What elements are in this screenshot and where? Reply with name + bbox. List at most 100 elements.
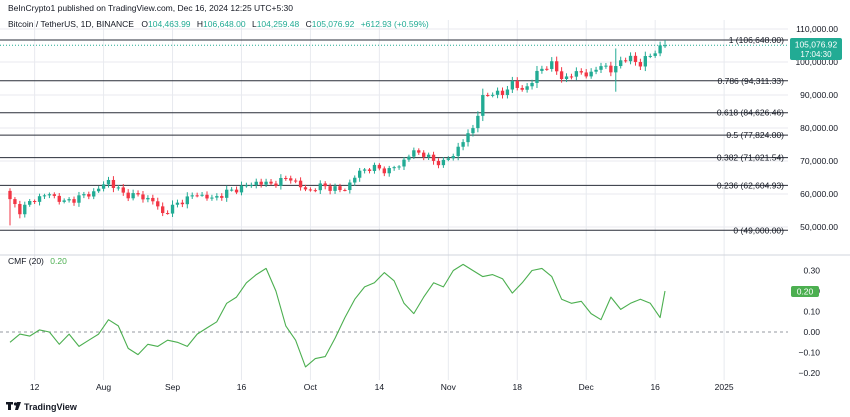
candle-body (200, 194, 204, 196)
candle-body (8, 190, 12, 200)
candle-body (569, 76, 574, 78)
candle-body (367, 169, 372, 171)
candle-body (594, 69, 598, 72)
cmf-tick-label: −0.20 (798, 368, 820, 378)
candle-body (121, 187, 125, 193)
footer-bar (0, 396, 850, 417)
candle-body (446, 158, 450, 160)
cmf-tick-label: 0.00 (803, 327, 820, 337)
candle-body (87, 194, 91, 197)
tradingview-brand[interactable]: TradingView (24, 402, 78, 412)
candle-body (412, 150, 416, 157)
candle-body (614, 66, 618, 73)
candle-body (180, 202, 185, 205)
candle-body (274, 183, 278, 186)
time-axis[interactable]: 12 Aug Sep 16 Oct 14 Nov 18 Dec 16 2025 (30, 382, 734, 392)
candle-body (476, 115, 480, 129)
candle-body (13, 199, 17, 205)
cmf-legend[interactable]: CMF (20) 0.20 (8, 256, 67, 266)
candle-body (229, 189, 234, 191)
candle-body (42, 195, 47, 197)
candle-body (308, 189, 313, 191)
candle-body (185, 196, 189, 205)
candle-body (136, 193, 140, 195)
candle-body (422, 152, 426, 157)
fib-level-label: 1 (106,648.00) (729, 35, 784, 45)
candle-body (298, 180, 303, 188)
low-label: L (252, 19, 257, 29)
candle-body (289, 178, 293, 181)
candle-body (505, 89, 510, 96)
candle-body (92, 191, 96, 197)
price-tick-label: 70,000.00 (800, 156, 838, 166)
candle-body (279, 177, 283, 186)
candle-body (441, 159, 446, 166)
candle-body (126, 192, 130, 199)
candle-body (372, 164, 377, 171)
cmf-series (0, 263, 788, 368)
candle-body (362, 169, 367, 171)
candle-body (392, 167, 396, 169)
price-tick-label: 50,000.00 (800, 222, 838, 232)
candle-body (599, 66, 603, 70)
cmf-tick-label: 0.30 (803, 266, 820, 276)
candle-body (456, 146, 460, 157)
grid (0, 20, 788, 380)
candle-body (323, 183, 327, 187)
candle-body (348, 182, 352, 191)
candle-body (638, 61, 643, 67)
candle-body (175, 202, 180, 205)
candle-body (564, 76, 569, 80)
time-tick-label: 16 (237, 382, 247, 392)
candle-body (269, 181, 273, 184)
close-label: C (306, 19, 312, 29)
candle-body (313, 190, 318, 192)
time-tick-label: 18 (513, 382, 523, 392)
candle-body (205, 194, 209, 199)
cmf-legend-value: 0.20 (50, 256, 67, 266)
low-value: 104,259.48 (257, 19, 300, 29)
candle-body (28, 200, 32, 205)
candle-body (520, 87, 524, 90)
candle-body (106, 179, 111, 185)
cmf-badge-value: 0.20 (797, 287, 814, 297)
candle-body (57, 195, 61, 202)
candle-body (461, 142, 465, 147)
candle-body (559, 71, 564, 80)
price-tick-label: 110,000.00 (796, 24, 838, 34)
candle-body (239, 185, 244, 193)
candle-body (407, 156, 411, 160)
candle-body (633, 55, 638, 62)
tradingview-logo-icon[interactable] (6, 402, 21, 410)
candle-body (555, 61, 559, 72)
price-axis[interactable]: 50,000.00 60,000.00 70,000.00 80,000.00 90,0… (795, 24, 838, 232)
candle-body (486, 95, 490, 97)
candle-body (259, 181, 263, 185)
candle-body (358, 170, 362, 178)
candle-body (77, 195, 81, 203)
candle-body (318, 183, 322, 191)
published-caption: BeInCrypto1 published on TradingView.com… (8, 3, 293, 13)
cmf-tick-label: −0.10 (798, 348, 820, 358)
candle-body (540, 68, 544, 71)
last-price-badge-bg (790, 38, 842, 60)
candle-body (579, 71, 583, 73)
cmf-axis[interactable]: −0.20 −0.10 0.00 0.10 0.20 0.30 (798, 266, 820, 379)
bar-countdown: 17:04:30 (800, 50, 832, 59)
candle-body (343, 190, 347, 192)
fib-level-label: 0.618 (84,626.46) (717, 108, 784, 118)
fib-level-label: 0.382 (71,021.54) (717, 153, 784, 163)
time-tick-label: Nov (441, 382, 457, 392)
candle-body (23, 204, 27, 215)
candle-body (131, 193, 135, 199)
candle-body (535, 70, 539, 83)
candle-body (195, 195, 199, 197)
candle-body (32, 200, 37, 202)
candle-body (254, 181, 258, 186)
candle-body (619, 60, 623, 67)
close-value: 105,076.92 (312, 19, 355, 29)
cmf-badge-bg (791, 286, 819, 297)
candle-body (510, 81, 515, 90)
candle-body (161, 206, 165, 214)
ohlc-legend[interactable]: Bitcoin / TetherUS, 1D, BINANCE O104,463… (8, 19, 429, 29)
